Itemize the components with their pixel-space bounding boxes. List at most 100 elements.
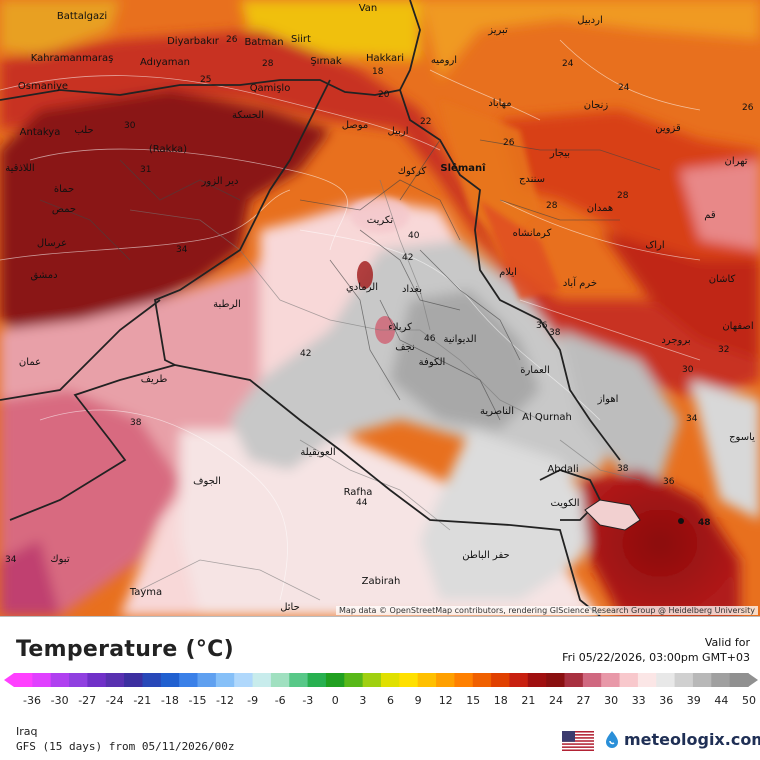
- place-label[interactable]: الرطبة: [213, 299, 241, 310]
- colorbar-swatch: [252, 673, 272, 687]
- place-label[interactable]: دمشق: [30, 270, 57, 281]
- map-attribution[interactable]: Map data © OpenStreetMap contributors, r…: [336, 606, 758, 615]
- place-label[interactable]: Batman: [244, 37, 283, 48]
- colorbar-tick-label: -30: [51, 694, 69, 707]
- place-label[interactable]: حمص: [52, 204, 76, 215]
- place-label[interactable]: حائل: [280, 602, 300, 613]
- place-label[interactable]: حماة: [54, 184, 74, 195]
- isotherm-label: 40: [408, 231, 420, 241]
- brand-logo[interactable]: meteologix.com: [602, 729, 760, 749]
- place-label[interactable]: كركوك: [398, 166, 427, 177]
- colorbar-swatch: [656, 673, 676, 687]
- place-label[interactable]: Kahramanmaraş: [31, 53, 114, 64]
- place-label[interactable]: الرمادي: [346, 282, 378, 293]
- place-label[interactable]: Hakkari: [366, 53, 404, 64]
- place-label[interactable]: حلب: [74, 125, 93, 136]
- place-label[interactable]: Al Qurnah: [522, 412, 572, 423]
- colorbar-tick-label: 36: [659, 694, 673, 707]
- place-label[interactable]: Abdali: [547, 464, 578, 475]
- place-label[interactable]: همدان: [587, 203, 613, 214]
- place-label[interactable]: بیجار: [549, 148, 570, 159]
- place-label[interactable]: اللاذقية: [5, 163, 34, 174]
- place-label[interactable]: Slêmanî: [440, 162, 486, 174]
- place-label[interactable]: زنجان: [584, 100, 609, 111]
- place-label[interactable]: (Rakka): [149, 144, 187, 155]
- place-label[interactable]: Şırnak: [310, 56, 342, 67]
- place-label[interactable]: سنندج: [519, 174, 545, 185]
- colorbar-swatch: [289, 673, 309, 687]
- place-label[interactable]: Qamişlo: [250, 83, 291, 94]
- location-marker-icon[interactable]: [678, 518, 684, 524]
- colorbar-swatch: [362, 673, 382, 687]
- place-label[interactable]: اهواز: [597, 394, 619, 405]
- place-label[interactable]: موصل: [342, 120, 369, 131]
- place-label[interactable]: Battalgazi: [57, 11, 107, 22]
- place-label[interactable]: قم: [704, 210, 716, 221]
- place-label[interactable]: تهران: [724, 156, 747, 167]
- colorbar: -36 -30 -27 -24 -21 -18 -15 -12 -9 -6 -3 0 3 6 9 12 15 18…: [4, 673, 758, 707]
- colorbar-swatch: [601, 673, 621, 687]
- place-label[interactable]: بغداد: [402, 284, 422, 295]
- place-label[interactable]: ایلام: [499, 267, 517, 278]
- place-label[interactable]: اصفهان: [722, 321, 753, 332]
- place-label[interactable]: Antakya: [20, 127, 61, 138]
- place-label[interactable]: Osmaniye: [18, 81, 68, 92]
- place-label[interactable]: اراک: [645, 240, 664, 251]
- place-label[interactable]: حفر الباطن: [462, 550, 509, 561]
- colorbar-swatch: [50, 673, 70, 687]
- colorbar-tick-label: 27: [577, 694, 591, 707]
- place-label[interactable]: اربيل: [388, 126, 409, 137]
- colorbar-swatch: [69, 673, 88, 687]
- place-label[interactable]: نجف: [395, 342, 415, 353]
- colorbar-swatch: [436, 673, 455, 687]
- colorbar-swatch: [381, 673, 400, 687]
- place-label[interactable]: Zabirah: [362, 576, 401, 587]
- temperature-map[interactable]: Battalgazi Kahramanmaraş Diyarbakır Batm…: [0, 0, 760, 617]
- place-label[interactable]: کاشان: [709, 274, 736, 285]
- place-label[interactable]: كرمانشاه: [513, 228, 552, 239]
- isotherm-label: 48: [698, 518, 711, 528]
- isotherm-label: 26: [226, 35, 238, 45]
- place-label[interactable]: الحسكة: [232, 110, 264, 121]
- place-label[interactable]: Diyarbakır: [167, 36, 220, 47]
- place-label[interactable]: مهاباد: [488, 98, 511, 109]
- place-label[interactable]: عمان: [19, 357, 41, 368]
- place-label[interactable]: تبريز: [487, 25, 508, 36]
- place-label[interactable]: الجوف: [193, 476, 221, 487]
- place-label[interactable]: Van: [359, 3, 378, 14]
- place-label[interactable]: تكريت: [367, 215, 394, 226]
- colorbar-swatch: [454, 673, 474, 687]
- place-label[interactable]: تبوك: [50, 554, 69, 565]
- map-canvas: Battalgazi Kahramanmaraş Diyarbakır Batm…: [0, 0, 760, 616]
- isotherm-label: 30: [124, 121, 136, 131]
- isotherm-label: 26: [742, 103, 754, 113]
- place-label[interactable]: Rafha: [344, 487, 373, 498]
- place-label[interactable]: ارومیه: [431, 55, 457, 66]
- place-label[interactable]: Adıyaman: [140, 57, 190, 68]
- place-label[interactable]: قزوين: [655, 123, 681, 134]
- place-label[interactable]: عرسال: [37, 238, 67, 249]
- place-label[interactable]: طريف: [141, 374, 168, 385]
- place-label[interactable]: الناصرية: [480, 406, 514, 417]
- isotherm-label: 25: [200, 75, 211, 85]
- colorbar-tick-label: -24: [106, 694, 124, 707]
- place-label[interactable]: خرم آباد: [563, 276, 597, 289]
- colorbar-swatch: [160, 673, 180, 687]
- us-flag-icon[interactable]: [562, 731, 594, 751]
- place-label[interactable]: العمارة: [520, 365, 550, 376]
- place-label[interactable]: بروجرد: [661, 335, 690, 346]
- colorbar-swatch: [87, 673, 107, 687]
- colorbar-tick-label: 12: [439, 694, 453, 707]
- valid-time: Fri 05/22/2026, 03:00pm GMT+03: [562, 651, 750, 664]
- place-label[interactable]: الكويت: [550, 498, 579, 509]
- place-label[interactable]: العويقيلة: [300, 447, 335, 458]
- colorbar-swatch: [546, 673, 566, 687]
- place-label[interactable]: دیر الزور: [201, 176, 239, 187]
- place-label[interactable]: الديوانية: [444, 334, 477, 345]
- place-label[interactable]: Siirt: [291, 34, 311, 45]
- place-label[interactable]: Tayma: [129, 587, 162, 598]
- place-label[interactable]: ياسوج: [729, 432, 755, 443]
- place-label[interactable]: الكوفة: [419, 357, 446, 368]
- place-label[interactable]: كربلاء: [388, 322, 412, 333]
- place-label[interactable]: اردبيل: [577, 15, 602, 26]
